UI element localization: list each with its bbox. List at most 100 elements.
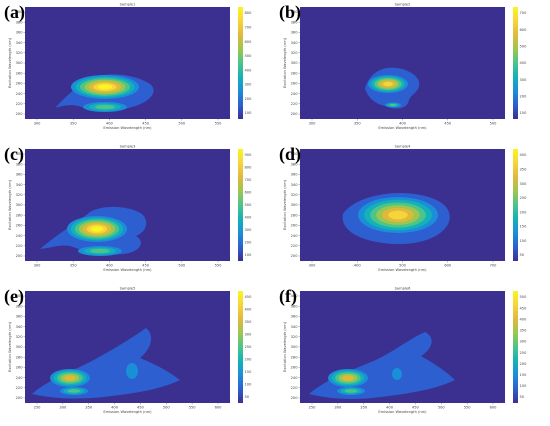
y-tick-label: 360: [16, 173, 24, 177]
colorbar-tick-label: 250: [245, 345, 253, 349]
y-tick-label: 220: [16, 386, 24, 390]
y-tick-label: 380: [16, 162, 24, 166]
x-axis-label: Emission Wavelength (nm): [103, 268, 152, 272]
y-tick-label: 320: [16, 193, 24, 197]
chart-svg: Sample1 300 350 400 450 500 550 200 220 240 260 280…: [8, 3, 253, 131]
y-tick-label: 380: [16, 304, 24, 308]
y-tick-label: 300: [16, 345, 24, 349]
chart-svg: Sample2 300 350 400 450 500 200 220 240 260 280 300…: [283, 3, 528, 131]
chart-panel: Sample3 300 350 400 450 500 550 200 220 240 260 280…: [0, 142, 275, 284]
colorbar-tick-label: 600: [245, 40, 253, 44]
contour-surface: [309, 332, 455, 399]
chart-panel: Sample5 250 300 350 400 450 500 550 600 200 220 240…: [0, 284, 275, 426]
x-tick-label: 300: [309, 122, 317, 126]
colorbar-tick-label: 600: [520, 28, 528, 32]
colorbar-tick-label: 100: [245, 383, 253, 387]
contour-surface: [365, 67, 420, 109]
y-axis-label: Excitation Wavelength (nm): [283, 37, 287, 88]
colorbar-tick-label: 700: [520, 11, 528, 15]
contour-level: [389, 103, 397, 107]
y-tick-label: 240: [16, 92, 24, 96]
colorbar-tick-label: 200: [520, 95, 528, 99]
y-tick-label: 220: [291, 102, 299, 106]
x-axis-label: Emission Wavelength (nm): [103, 126, 152, 130]
y-tick-label: 280: [16, 355, 24, 359]
y-tick-label: 360: [16, 315, 24, 319]
x-axis-label: Emission Wavelength (nm): [378, 126, 427, 130]
panel-label: (c): [4, 144, 24, 164]
colorbar: [513, 291, 518, 403]
y-tick-label: 200: [16, 112, 24, 116]
y-tick-label: 400: [16, 294, 24, 298]
y-tick-label: 220: [291, 244, 299, 248]
y-tick-label: 300: [291, 345, 299, 349]
panel-label: (b): [279, 2, 301, 22]
x-tick-label: 250: [309, 406, 317, 410]
y-tick-label: 340: [291, 41, 299, 45]
colorbar: [238, 7, 243, 119]
y-tick-label: 280: [16, 213, 24, 217]
panel-label: (e): [4, 286, 24, 306]
y-tick-label: 220: [16, 102, 24, 106]
y-tick-label: 320: [291, 335, 299, 339]
y-tick-label: 300: [16, 203, 24, 207]
y-tick-label: 220: [291, 386, 299, 390]
y-tick-label: 200: [16, 254, 24, 258]
colorbar-tick-label: 300: [245, 333, 253, 337]
colorbar-tick-label: 100: [520, 111, 528, 115]
chart-panel: Sample1 300 350 400 450 500 550 200 220 240 260 280…: [0, 0, 275, 142]
y-tick-label: 340: [291, 325, 299, 329]
y-tick-label: 280: [16, 71, 24, 75]
contour-level: [95, 104, 115, 110]
colorbar: [513, 149, 518, 261]
y-tick-label: 320: [291, 193, 299, 197]
colorbar-tick-label: 350: [520, 167, 528, 171]
y-tick-label: 300: [291, 61, 299, 65]
chart-title: Sample2: [395, 3, 411, 7]
chart-svg: Sample4 300 400 500 600 700 200 220 240 260 280 300…: [283, 145, 528, 273]
chart-panel: Sample2 300 350 400 450 500 200 220 240 260 280 300…: [275, 0, 550, 142]
colorbar-tick-label: 400: [520, 317, 528, 321]
colorbar-tick-label: 50: [520, 253, 525, 257]
colorbar-tick-label: 450: [520, 306, 528, 310]
y-axis-label: Excitation Wavelength (nm): [8, 321, 12, 372]
chart-title: Sample3: [120, 145, 136, 149]
chart-panel: Sample4 300 400 500 600 700 200 220 240 260 280 300…: [275, 142, 550, 284]
x-tick-label: 550: [215, 122, 223, 126]
contour-level: [64, 375, 76, 381]
x-tick-label: 350: [360, 406, 368, 410]
colorbar-tick-label: 700: [245, 25, 253, 29]
colorbar-tick-label: 250: [520, 196, 528, 200]
y-tick-label: 360: [291, 173, 299, 177]
y-tick-label: 300: [16, 61, 24, 65]
colorbar-tick-label: 100: [245, 253, 253, 257]
colorbar-tick-label: 150: [245, 370, 253, 374]
contour-level: [90, 248, 110, 254]
colorbar-tick-label: 300: [245, 83, 253, 87]
x-tick-label: 350: [70, 122, 78, 126]
x-tick-label: 450: [142, 122, 150, 126]
colorbar-tick-label: 400: [245, 216, 253, 220]
y-tick-label: 360: [16, 31, 24, 35]
colorbar-tick-label: 150: [520, 225, 528, 229]
y-axis-label: Excitation Wavelength (nm): [283, 321, 287, 372]
x-tick-label: 550: [189, 406, 197, 410]
x-tick-label: 300: [334, 406, 342, 410]
x-tick-label: 300: [309, 264, 317, 268]
x-tick-label: 450: [142, 264, 150, 268]
y-tick-label: 280: [291, 355, 299, 359]
x-tick-label: 450: [412, 406, 420, 410]
y-tick-label: 380: [291, 162, 299, 166]
x-tick-label: 500: [163, 406, 171, 410]
y-tick-label: 220: [16, 244, 24, 248]
chart-panel: Sample6 250 300 350 400 450 500 550 600 200 220 240…: [275, 284, 550, 426]
y-tick-label: 260: [16, 366, 24, 370]
x-axis-label: Emission Wavelength (nm): [378, 410, 427, 414]
colorbar-tick-label: 400: [245, 308, 253, 312]
colorbar-tick-label: 100: [520, 239, 528, 243]
x-tick-label: 400: [386, 406, 394, 410]
y-tick-label: 260: [291, 82, 299, 86]
contour-level: [388, 210, 408, 220]
colorbar-tick-label: 50: [520, 395, 525, 399]
x-tick-label: 500: [178, 264, 186, 268]
